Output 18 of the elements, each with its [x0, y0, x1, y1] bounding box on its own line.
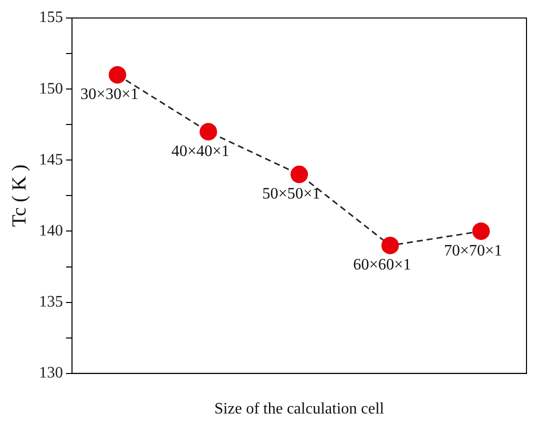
x-axis-title: Size of the calculation cell	[214, 400, 385, 418]
x-tick-label: 70×70×1	[444, 242, 502, 260]
point	[108, 66, 126, 84]
x-tick-label: 40×40×1	[171, 142, 230, 160]
point	[290, 166, 308, 184]
y-tick-label: 130	[39, 364, 63, 382]
y-tick-label: 145	[39, 151, 63, 168]
point	[200, 122, 218, 140]
y-tick-label: 135	[39, 294, 63, 311]
x-tick-label: 60×60×1	[353, 256, 412, 274]
x-tick-label: 50×50×1	[262, 186, 320, 203]
y-tick-label: 155	[39, 9, 63, 26]
y-axis-title: Tc ( K )	[8, 164, 30, 227]
y-tick-label: 140	[39, 222, 63, 240]
x-tick-label: 30×30×1	[80, 86, 138, 104]
point	[381, 236, 399, 254]
point	[472, 222, 490, 240]
y-tick-label: 150	[39, 80, 63, 98]
